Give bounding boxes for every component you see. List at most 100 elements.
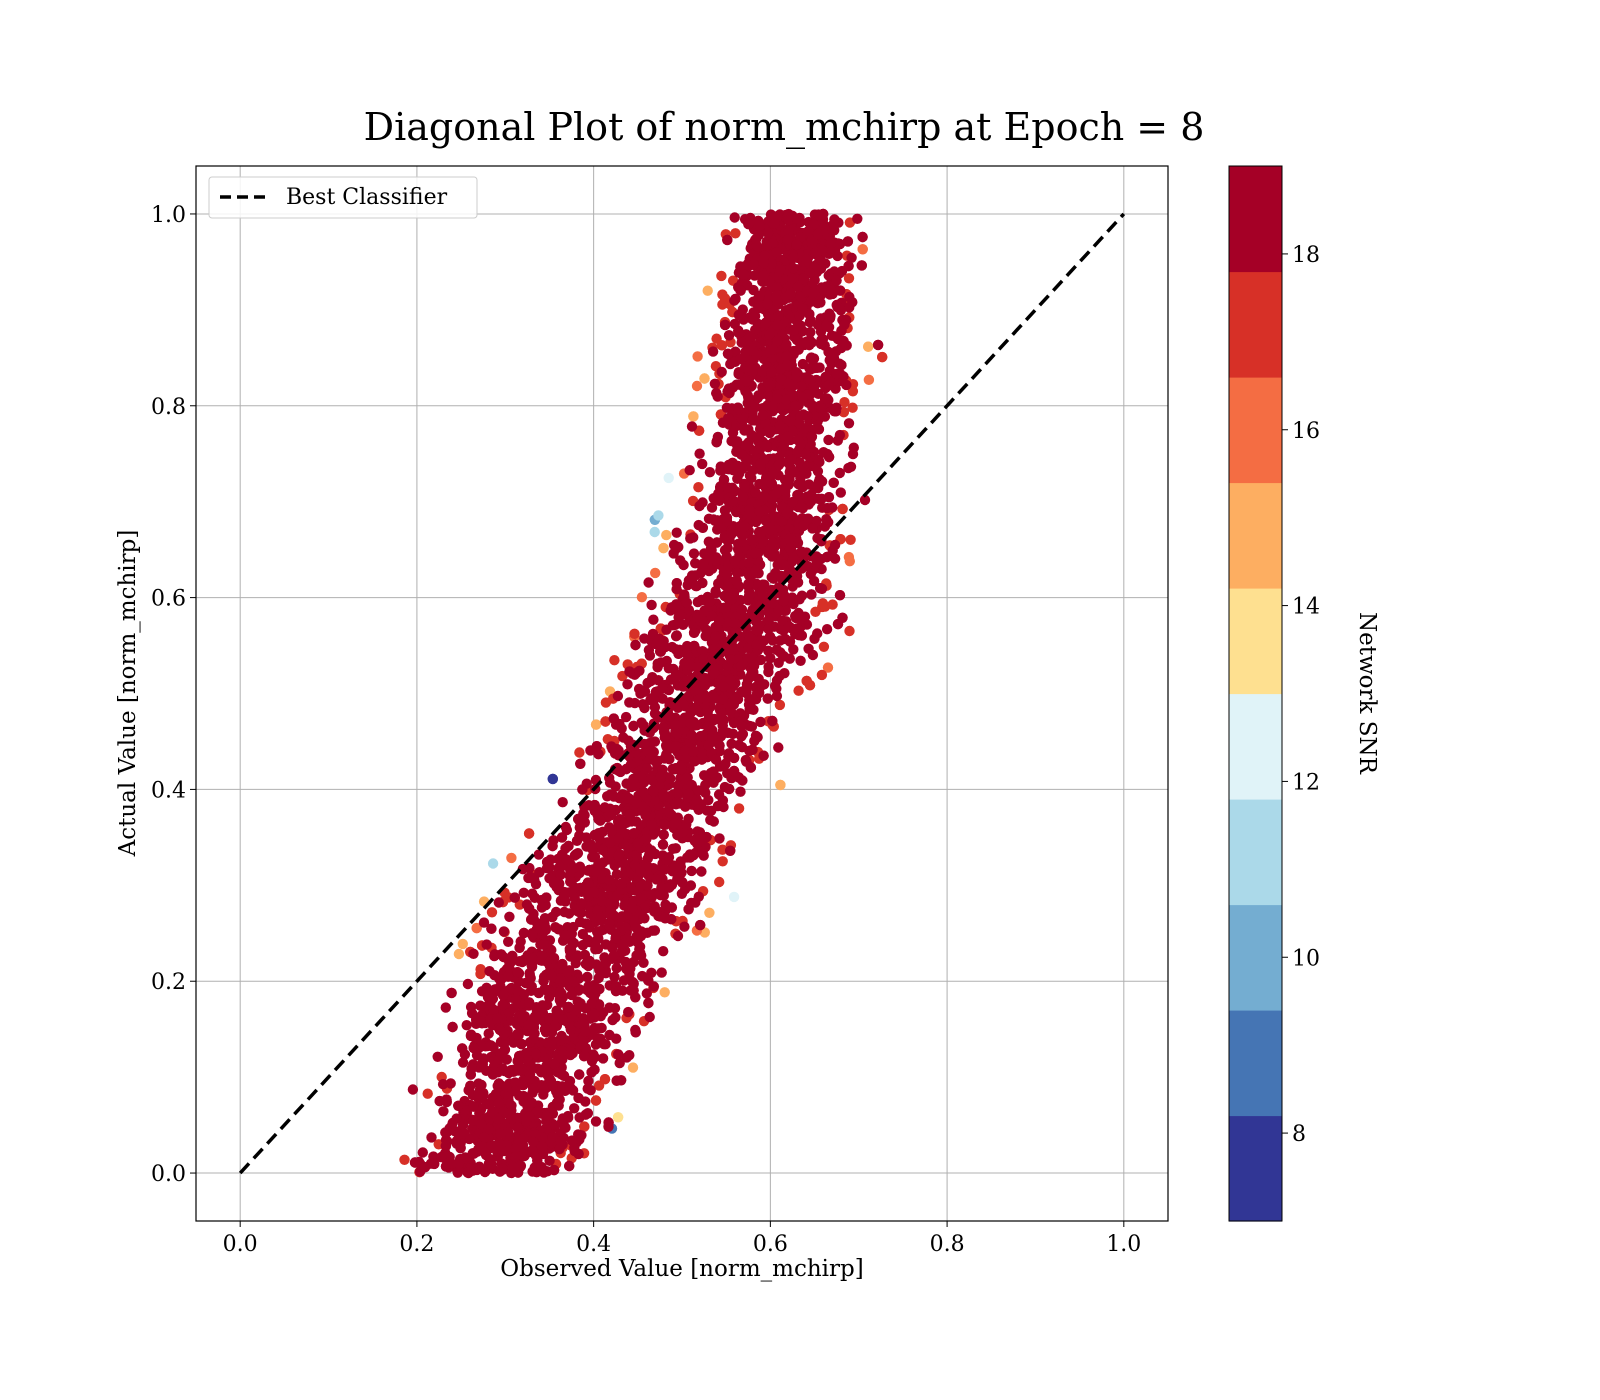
scatter-point [696,866,707,877]
scatter-point [672,829,683,841]
scatter-point [767,400,779,412]
scatter-point [730,693,741,705]
scatter-point [555,869,566,880]
scatter-point [827,502,838,513]
scatter-point [488,1004,499,1015]
scatter-point [624,1050,635,1061]
scatter-point [737,491,749,502]
scatter-point [666,602,677,613]
scatter-point [641,988,652,999]
scatter-point [531,1002,542,1013]
scatter-point [732,402,744,413]
scatter-point [716,340,728,351]
scatter-point [612,690,624,702]
scatter-point [524,968,535,979]
scatter-point [638,739,649,750]
scatter-point [793,685,804,696]
scatter-point [577,940,589,951]
scatter-point [547,773,558,785]
scatter-point [813,454,824,466]
scatter-point [514,956,525,967]
scatter-point [744,508,755,520]
scatter-point [775,779,786,791]
scatter-point [775,635,786,646]
scatter-point [830,406,842,417]
scatter-point [565,1024,577,1036]
scatter-point [606,741,617,752]
scatter-point [787,497,798,508]
scatter-point [581,918,593,929]
scatter-point [620,711,632,723]
scatter-point [822,662,834,673]
scatter-point [808,382,820,393]
scatter-point [832,618,844,630]
scatter-point [517,1012,528,1023]
scatter-point [582,1083,593,1094]
scatter-point [753,687,765,699]
scatter-point [485,1040,496,1051]
scatter-point [709,693,720,704]
scatter-point [817,598,828,609]
scatter-point [593,748,604,760]
scatter-point [589,1052,600,1063]
scatter-point [823,451,835,463]
scatter-point [563,840,574,852]
scatter-point [447,1021,458,1033]
scatter-point [527,1166,538,1177]
scatter-point [844,556,855,567]
scatter-point [694,500,705,512]
scatter-point [747,694,758,705]
scatter-point [651,874,662,885]
scatter-point [589,799,600,811]
scatter-point [760,318,771,329]
scatter-point [561,824,573,836]
scatter-point [497,999,508,1011]
scatter-point [610,985,622,997]
scatter-point [549,876,560,888]
scatter-point [697,522,708,533]
scatter-point [628,720,639,732]
scatter-point [658,790,669,801]
scatter-point [743,642,754,654]
scatter-point [650,567,661,579]
scatter-point [697,730,708,742]
scatter-point [795,612,806,623]
scatter-point [446,1158,457,1169]
scatter-point [752,732,763,743]
scatter-point [586,1067,597,1078]
scatter-point [678,559,689,571]
scatter-point [664,882,675,893]
scatter-point [593,858,604,870]
scatter-point [719,505,731,516]
scatter-point [784,533,795,544]
scatter-point [551,1097,563,1109]
scatter-point [616,723,627,734]
scatter-point [806,589,817,600]
scatter-point [503,971,514,982]
scatter-point [774,699,786,711]
scatter-point [524,903,535,914]
scatter-point [590,1095,602,1106]
scatter-point [686,421,698,432]
scatter-point [399,1154,410,1166]
scatter-point [722,542,733,554]
scatter-point [773,604,785,616]
scatter-point [728,891,740,903]
scatter-point [512,985,523,996]
scatter-point [831,368,842,380]
scatter-point [580,1043,591,1054]
scatter-point [845,534,856,545]
scatter-point [610,929,622,940]
scatter-point [767,598,779,609]
scatter-point [834,467,845,479]
scatter-point [655,657,667,668]
scatter-point [646,819,657,831]
scatter-point [746,364,757,375]
scatter-point [614,1057,625,1069]
scatter-point [838,335,849,347]
scatter-point [526,914,537,925]
scatter-point [525,872,537,883]
scatter-point [670,671,681,682]
scatter-point [577,928,588,940]
scatter-point [671,527,682,538]
